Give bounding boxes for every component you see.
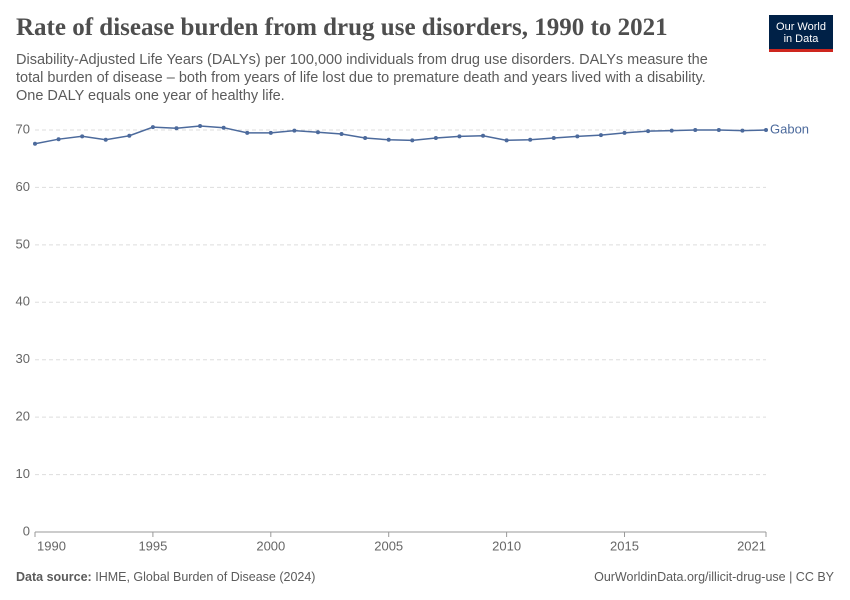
point [221, 125, 226, 130]
point [575, 134, 580, 139]
x-tick-label: 2015 [610, 538, 639, 553]
point [622, 130, 627, 135]
logo-text: Our World [776, 21, 826, 33]
y-tick-label: 30 [16, 351, 30, 366]
x-tick-label: 2021 [737, 538, 766, 553]
chart-title: Rate of disease burden from drug use dis… [16, 14, 668, 41]
logo-text: in Data [783, 33, 819, 45]
point [386, 137, 391, 142]
point [693, 128, 698, 132]
x-tick-label: 1995 [138, 538, 167, 553]
x-tick-label: 2000 [256, 538, 285, 553]
point [198, 123, 203, 128]
series-label: Gabon [770, 121, 809, 136]
y-tick-label: 60 [16, 179, 30, 194]
x-tick-label: 2005 [374, 538, 403, 553]
point [433, 136, 438, 141]
x-tick-label: 1990 [37, 538, 66, 553]
point [292, 128, 297, 133]
url[interactable]: OurWorldinData.org/illicit-drug-use | CC… [594, 570, 834, 584]
point [103, 137, 108, 142]
point [268, 130, 273, 135]
point [646, 129, 651, 134]
logo[interactable]: Our World in Data [769, 15, 833, 52]
point [80, 134, 85, 139]
x-tick-label: 2010 [492, 538, 521, 553]
point [56, 137, 61, 142]
point [716, 128, 721, 132]
point [339, 132, 344, 137]
point [245, 130, 250, 135]
point [174, 126, 179, 131]
point [33, 141, 37, 146]
point [410, 138, 415, 143]
point [551, 136, 556, 141]
point [127, 133, 132, 138]
y-tick-label: 20 [16, 409, 30, 424]
source-text: IHME, Global Burden of Disease (2024) [95, 570, 316, 584]
y-tick-label: 10 [16, 466, 30, 481]
point [528, 137, 533, 142]
point [740, 128, 745, 133]
y-tick-label: 70 [16, 121, 30, 136]
point [315, 130, 320, 135]
y-tick-label: 0 [23, 523, 30, 538]
source: Data source: IHME, Global Burden of Dise… [16, 570, 315, 584]
chart-subtitle: Disability-Adjusted Life Years (DALYs) p… [16, 52, 708, 104]
source-label: Data source: [16, 570, 92, 584]
point [764, 128, 768, 132]
point [457, 134, 462, 139]
line [34, 125, 767, 145]
y-tick-label: 40 [16, 294, 30, 309]
point [481, 133, 486, 138]
point [150, 125, 155, 130]
point [504, 138, 509, 143]
point [669, 128, 674, 133]
point [363, 136, 368, 141]
point [598, 133, 603, 138]
y-tick-label: 50 [16, 236, 30, 251]
